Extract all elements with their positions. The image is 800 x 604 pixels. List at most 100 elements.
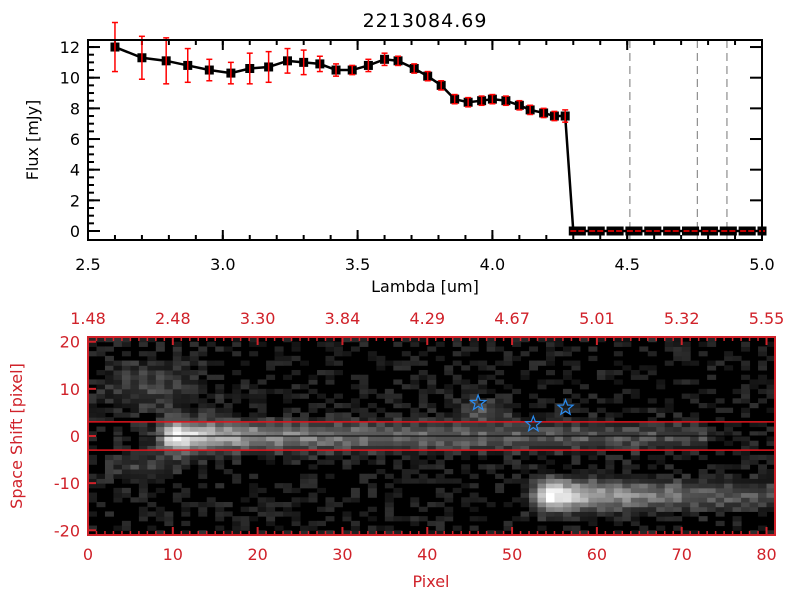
- heatmap-cell: [749, 487, 759, 494]
- heatmap-cell: [579, 398, 589, 404]
- heatmap-cell: [546, 398, 555, 404]
- heatmap-cell: [452, 379, 462, 385]
- heatmap-cell: [181, 520, 191, 527]
- heatmap-cell: [639, 426, 649, 432]
- heatmap-cell: [130, 478, 140, 484]
- heatmap-cell: [478, 412, 488, 418]
- heatmap-cell: [520, 450, 530, 456]
- heatmap-cell: [664, 487, 674, 494]
- heatmap-cell: [749, 506, 759, 512]
- heatmap-cell: [232, 412, 242, 418]
- heatmap-cell: [495, 407, 505, 413]
- heatmap-cell: [138, 450, 148, 456]
- heatmap-cell: [613, 436, 623, 442]
- heatmap-cell: [758, 506, 768, 512]
- heatmap-cell: [681, 355, 691, 362]
- heatmap-cell: [274, 483, 284, 489]
- heatmap-cell: [613, 341, 623, 347]
- heatmap-cell: [469, 393, 479, 399]
- heatmap-cell: [579, 445, 589, 451]
- heatmap-cell: [300, 525, 310, 531]
- heatmap-cell: [495, 483, 505, 489]
- heatmap-cell: [359, 384, 369, 390]
- heatmap-cell: [461, 502, 471, 508]
- x-tick-label: 40: [417, 545, 437, 564]
- heatmap-cell: [579, 469, 589, 475]
- heatmap-cell: [469, 417, 479, 423]
- heatmap-cell: [401, 403, 411, 409]
- heatmap-cell: [232, 384, 242, 390]
- heatmap-cell: [147, 511, 157, 517]
- heatmap-cell: [529, 436, 539, 442]
- heatmap-cell: [427, 502, 437, 508]
- heatmap-cell: [444, 511, 454, 517]
- heatmap-cell: [681, 511, 691, 517]
- heatmap-cell: [257, 440, 267, 446]
- heatmap-cell: [232, 337, 242, 343]
- heatmap-cell: [130, 473, 140, 479]
- heatmap-cell: [435, 492, 445, 498]
- heatmap-cell: [232, 454, 242, 461]
- heatmap-cell: [172, 454, 182, 461]
- heatmap-cell: [181, 388, 191, 395]
- heatmap-cell: [249, 431, 259, 437]
- heatmap-cell: [257, 388, 267, 395]
- heatmap-cell: [410, 520, 420, 527]
- heatmap-cell: [308, 374, 318, 380]
- heatmap-cell: [588, 355, 598, 362]
- heatmap-cell: [639, 374, 649, 380]
- heatmap-cell: [359, 431, 369, 437]
- heatmap-cell: [596, 374, 606, 380]
- heatmap-cell: [596, 421, 606, 428]
- heatmap-cell: [741, 365, 751, 371]
- heatmap-cell: [749, 478, 759, 484]
- heatmap-cell: [639, 407, 649, 413]
- heatmap-cell: [537, 497, 547, 503]
- heatmap-cell: [656, 440, 666, 446]
- heatmap-cell: [503, 393, 513, 399]
- heatmap-cell: [613, 351, 623, 357]
- heatmap-cell: [562, 516, 572, 522]
- heatmap-cell: [325, 497, 335, 503]
- heatmap-cell: [376, 365, 386, 371]
- heatmap-cell: [673, 346, 683, 352]
- heatmap-cell: [673, 478, 683, 484]
- heatmap-cell: [418, 337, 428, 343]
- heatmap-cell: [223, 454, 233, 461]
- heatmap-cell: [435, 355, 445, 362]
- heatmap-cell: [266, 511, 276, 517]
- heatmap-cell: [198, 351, 208, 357]
- heatmap-cell: [537, 525, 547, 531]
- heatmap-cell: [681, 530, 691, 536]
- heatmap-cell: [766, 483, 776, 489]
- heatmap-cell: [452, 403, 462, 409]
- heatmap-cell: [198, 511, 208, 517]
- heatmap-cell: [206, 454, 216, 461]
- heatmap-cell: [461, 407, 471, 413]
- heatmap-cell: [410, 384, 420, 390]
- heatmap-cell: [198, 431, 208, 437]
- heatmap-cell: [418, 403, 428, 409]
- heatmap-cell: [155, 511, 165, 517]
- heatmap-cell: [529, 497, 539, 503]
- heatmap-cell: [690, 478, 700, 484]
- heatmap-cell: [546, 370, 555, 376]
- heatmap-cell: [571, 525, 581, 531]
- heatmap-cell: [512, 412, 522, 418]
- heatmap-cell: [359, 374, 369, 380]
- top-wavelength-label: 4.67: [494, 309, 530, 328]
- heatmap-cell: [317, 393, 326, 399]
- heatmap-cell: [452, 487, 462, 494]
- heatmap-cell: [164, 393, 174, 399]
- heatmap-cell: [215, 464, 225, 470]
- heatmap-cell: [444, 431, 454, 437]
- heatmap-cell: [571, 379, 581, 385]
- heatmap-cell: [562, 346, 572, 352]
- heatmap-cell: [656, 511, 666, 517]
- heatmap-cell: [342, 403, 352, 409]
- heatmap-cell: [647, 506, 657, 512]
- heatmap-cell: [232, 370, 242, 376]
- heatmap-cell: [274, 346, 284, 352]
- heatmap-cell: [266, 454, 276, 461]
- heatmap-cell: [342, 431, 352, 437]
